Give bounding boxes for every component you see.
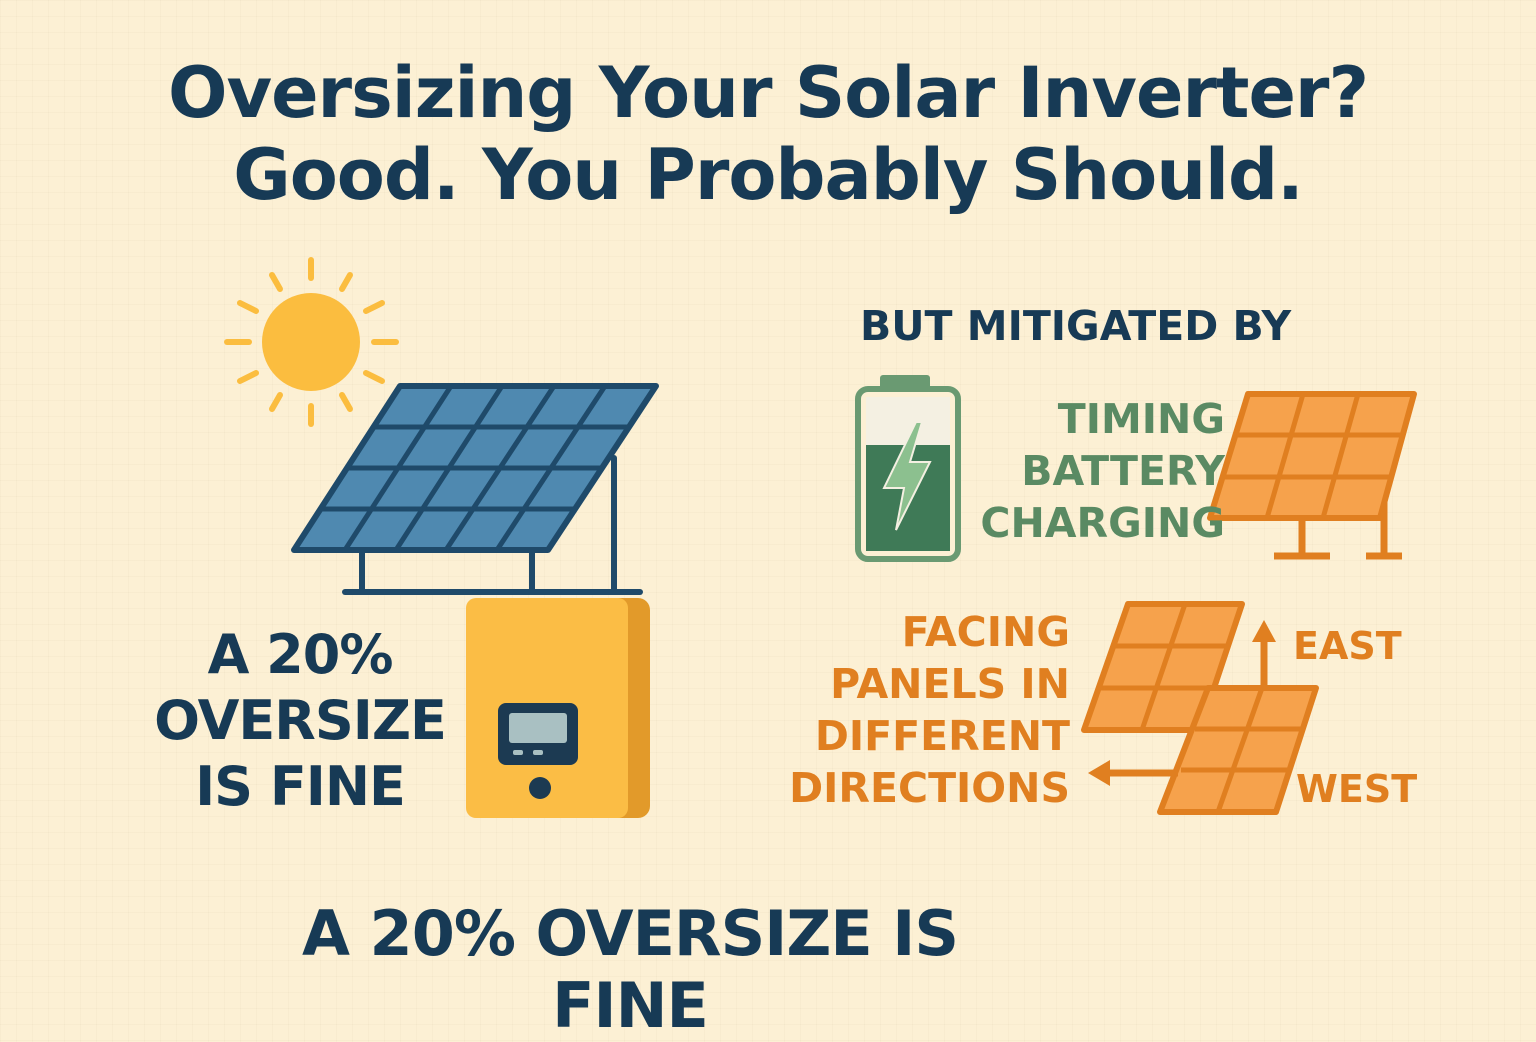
sun-icon — [224, 257, 399, 427]
left-caption-line-3: IS FINE — [195, 755, 406, 818]
facing-line-1: FACING — [901, 608, 1070, 656]
left-caption-line-2: OVERSIZE — [154, 689, 447, 752]
page-title-line-1: Oversizing Your Solar Inverter? — [167, 52, 1369, 134]
west-label: WEST — [1296, 767, 1418, 811]
facing-panels-label: FACING PANELS IN DIFFERENT DIRECTIONS — [770, 606, 1070, 814]
east-west-panels-icon — [1081, 601, 1319, 815]
timing-battery-charging-label: TIMING BATTERY CHARGING — [975, 393, 1225, 549]
mitigation-heading: BUT MITIGATED BY — [860, 302, 1292, 350]
inverter-icon — [466, 598, 650, 818]
arrow-left-icon — [1088, 760, 1178, 786]
facing-line-2: PANELS IN — [830, 660, 1070, 708]
facing-line-3: DIFFERENT — [814, 712, 1070, 760]
arrow-up-icon — [1252, 620, 1276, 686]
page-title-line-2: Good. You Probably Should. — [233, 134, 1304, 216]
timing-line-1: TIMING — [1057, 395, 1225, 443]
left-caption: A 20% OVERSIZE IS FINE — [130, 622, 470, 820]
page-title: Oversizing Your Solar Inverter? Good. Yo… — [0, 52, 1536, 216]
timing-line-3: CHARGING — [980, 499, 1225, 547]
solar-panel-icon — [291, 383, 659, 595]
battery-icon — [855, 375, 961, 562]
orange-solar-panel-icon — [1207, 391, 1417, 560]
east-label: EAST — [1293, 624, 1402, 668]
left-caption-line-1: A 20% — [207, 623, 394, 686]
bottom-caption: A 20% OVERSIZE IS FINE — [301, 897, 959, 1042]
facing-line-4: DIRECTIONS — [789, 764, 1070, 812]
timing-line-2: BATTERY — [1021, 447, 1225, 495]
